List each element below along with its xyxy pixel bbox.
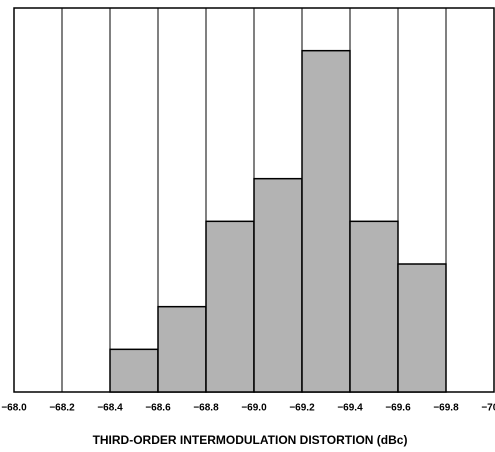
bar <box>397 263 447 393</box>
bar <box>109 348 159 393</box>
x-tick-label: −70.0 <box>481 403 495 414</box>
x-tick-label: −69.4 <box>337 403 363 414</box>
x-axis-label: THIRD-ORDER INTERMODULATION DISTORTION (… <box>93 433 408 447</box>
bar <box>253 177 303 393</box>
bar <box>349 220 399 393</box>
bar <box>301 49 351 393</box>
bar <box>157 305 207 393</box>
x-tick-label: −68.6 <box>145 403 171 414</box>
x-tick-label: −68.0 <box>1 403 27 414</box>
x-tick-label: −68.2 <box>49 403 75 414</box>
x-tick-label: −69.6 <box>385 403 411 414</box>
x-tick-label: −68.4 <box>97 403 123 414</box>
x-tick-label: −69.0 <box>241 403 267 414</box>
bar <box>205 220 255 393</box>
x-tick-label: −68.8 <box>193 403 219 414</box>
x-tick-label: −69.2 <box>289 403 315 414</box>
x-tick-label: −69.8 <box>433 403 459 414</box>
